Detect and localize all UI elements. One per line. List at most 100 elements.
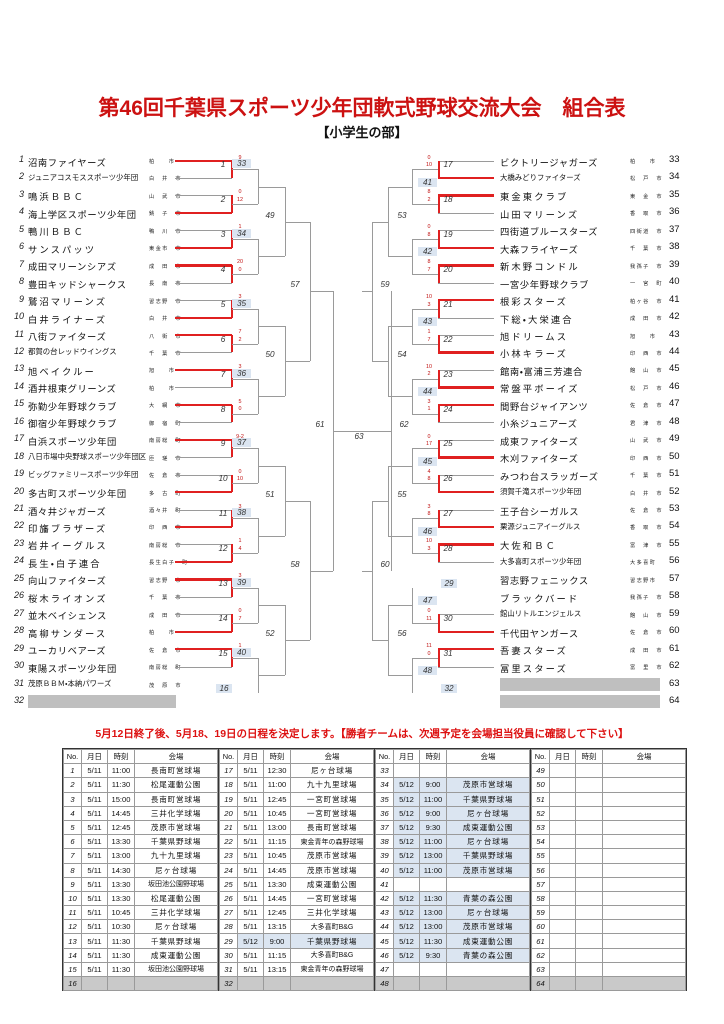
schedule-cell: 松尾運動公園 bbox=[134, 777, 218, 793]
seed-number: 9 bbox=[18, 293, 24, 304]
match-number: 6 bbox=[220, 334, 226, 344]
schedule-cell bbox=[446, 975, 530, 992]
bracket-line bbox=[175, 648, 232, 651]
team-name: 吾妻スターズ bbox=[500, 646, 568, 657]
team-name: 岩井イーグルス bbox=[28, 541, 108, 552]
seed-number: 35 bbox=[669, 188, 680, 200]
match-number: 23 bbox=[443, 369, 453, 379]
schedule-row: 30 5/11 11:15 大多喜町B&G bbox=[219, 947, 374, 963]
match-score-bottom: 1 bbox=[427, 406, 431, 413]
schedule-cell: 55 bbox=[531, 848, 550, 864]
bracket-line bbox=[388, 465, 389, 536]
schedule-cell: 58 bbox=[531, 890, 550, 907]
match-number: 58 bbox=[290, 559, 300, 569]
team-affiliation: 南房総 町 bbox=[149, 438, 182, 445]
seed-number: 13 bbox=[13, 363, 24, 374]
seed-number: 19 bbox=[13, 468, 24, 479]
match-number: 29 bbox=[441, 579, 457, 589]
bracket-line bbox=[232, 273, 258, 275]
schedule-cell: 11:30 bbox=[107, 777, 135, 793]
team-name: 大多喜町スポーツ少年団 bbox=[500, 556, 582, 566]
schedule-cell bbox=[549, 975, 576, 992]
schedule-cell: 40 bbox=[375, 862, 394, 878]
bracket-line bbox=[388, 675, 412, 677]
schedule-cell: 一宮町営球場 bbox=[290, 791, 374, 807]
page-title: 第46回千葉県スポーツ少年団軟式野球交流大会 組合表 bbox=[98, 97, 626, 121]
bracket-line bbox=[438, 439, 494, 441]
match-score-top: 5 bbox=[238, 398, 242, 405]
seed-number: 42 bbox=[669, 311, 680, 323]
schedule-row: 56 bbox=[531, 862, 686, 878]
bracket-line bbox=[362, 570, 372, 572]
match-number: 36 bbox=[232, 368, 251, 378]
team-affiliation: 佐 倉 市 bbox=[630, 508, 663, 514]
seed-number: 22 bbox=[13, 520, 24, 531]
team-name: ブラックバード bbox=[500, 593, 580, 604]
bracket-line bbox=[175, 316, 232, 319]
team-name: ユーカリベアーズ bbox=[28, 646, 107, 657]
team-affiliation: 長生白子 町 bbox=[149, 560, 189, 567]
team-affiliation: 南房総 市 bbox=[149, 542, 182, 549]
match-score-top: 1 bbox=[238, 538, 242, 545]
team-affiliation: 四街道 市 bbox=[630, 228, 663, 235]
seed-number: 45 bbox=[669, 363, 680, 375]
bracket-line bbox=[258, 675, 285, 677]
left-bracket: 1 沼南ファイヤーズ柏 市 2 ジュニアコスモススポーツ少年団白 井 市 3 鳴浜ＢＢＣ 山… bbox=[0, 148, 362, 718]
match-number: 13 bbox=[218, 579, 228, 589]
team-affiliation: 茂 原 市 bbox=[149, 682, 182, 689]
team-affiliation: 松 戸 市 bbox=[630, 176, 663, 183]
schedule-cell: 26 bbox=[219, 890, 238, 907]
schedule-cell bbox=[575, 791, 603, 807]
match-number: 57 bbox=[290, 280, 300, 290]
schedule-cell bbox=[575, 834, 603, 850]
match-number: 35 bbox=[232, 298, 251, 308]
schedule-cell: 13:00 bbox=[419, 919, 447, 935]
match-score-bottom: 3 bbox=[427, 545, 431, 552]
schedule-row: 25 5/11 13:30 成東運動公園 bbox=[219, 876, 374, 892]
match-score-top: 0 bbox=[238, 189, 242, 196]
schedule-cell: 11 bbox=[63, 905, 82, 921]
team-affiliation: 大 網 市 bbox=[149, 403, 182, 410]
bracket-line bbox=[438, 543, 494, 546]
bracket-line bbox=[175, 630, 232, 634]
match-score-bottom: 2 bbox=[238, 336, 242, 343]
schedule-cell: 42 bbox=[375, 890, 394, 907]
schedule-header-vn: 会場 bbox=[134, 748, 218, 765]
team-affiliation: 東 金 市 bbox=[630, 193, 663, 200]
bracket-line bbox=[175, 195, 232, 197]
bracket-line bbox=[175, 474, 232, 476]
match-number: 20 bbox=[443, 264, 453, 274]
schedule-cell: 尼ヶ台球場 bbox=[446, 805, 530, 821]
schedule-cell: 5 bbox=[63, 819, 82, 836]
schedule-cell: 千葉県野球場 bbox=[446, 791, 530, 807]
bracket-area: 1 沼南ファイヤーズ柏 市 2 ジュニアコスモススポーツ少年団白 井 市 3 鳴浜ＢＢＣ 山… bbox=[0, 148, 724, 718]
schedule-cell bbox=[575, 777, 603, 793]
seed-number: 8 bbox=[18, 276, 24, 287]
schedule-cell: 5/11 bbox=[237, 791, 264, 807]
match-number: 27 bbox=[443, 509, 453, 519]
schedule-cell: 51 bbox=[531, 791, 550, 807]
schedule-row: 19 5/11 12:45 一宮町営球場 bbox=[219, 791, 374, 807]
bracket-line bbox=[412, 657, 438, 659]
match-score-top: 10 bbox=[426, 538, 432, 545]
schedule-cell: 13:00 bbox=[263, 819, 291, 836]
bracket-line bbox=[412, 239, 413, 274]
bracket-line bbox=[258, 535, 285, 537]
bracket-line bbox=[175, 438, 232, 442]
team-name: 習志野フェニックス bbox=[500, 576, 589, 587]
match-score-top: 3 bbox=[238, 363, 242, 370]
bracket-line bbox=[175, 596, 232, 598]
bracket-line bbox=[175, 300, 232, 302]
match-score-bottom: 10 bbox=[426, 162, 432, 168]
bracket-line bbox=[412, 448, 438, 450]
schedule-cell bbox=[575, 890, 603, 907]
bracket-line bbox=[438, 456, 494, 459]
schedule-cell: 9:00 bbox=[419, 777, 447, 793]
match-score-bottom: 2 bbox=[427, 196, 431, 203]
schedule-cell: 11:00 bbox=[107, 763, 135, 779]
bracket-line bbox=[310, 221, 311, 362]
bracket-line bbox=[232, 588, 258, 590]
bracket-line bbox=[438, 439, 441, 458]
schedule-row: 16 bbox=[63, 975, 218, 992]
team-name: 下総・大栄連合 bbox=[500, 314, 574, 325]
